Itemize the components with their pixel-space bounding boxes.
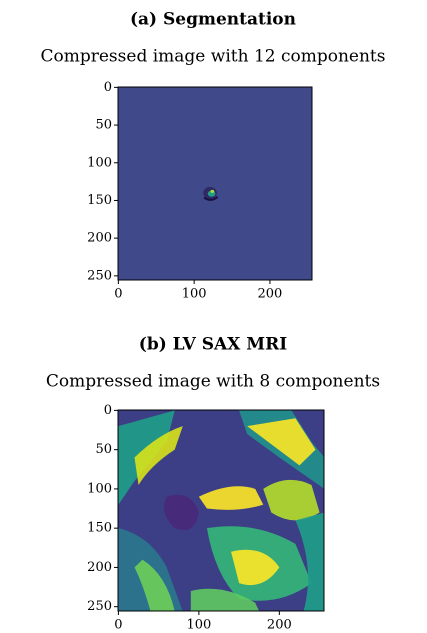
chart-panel: (b) LV SAX MRI Compressed image with 8 co…	[46, 335, 380, 633]
image-region	[134, 559, 175, 612]
image-region	[263, 479, 320, 521]
y-tick-label: 250	[87, 599, 112, 614]
x-tick-label: 0	[114, 287, 122, 302]
y-tick-label: 200	[87, 231, 112, 246]
axes-frame	[117, 409, 325, 612]
x-tick-label: 200	[258, 287, 283, 302]
x-tick-label: 200	[267, 618, 292, 630]
axes-frame	[117, 86, 313, 281]
image-region	[295, 512, 325, 612]
y-tick-label: 150	[87, 521, 112, 536]
y-tick-label: 0	[104, 80, 112, 95]
y-tick-label: 200	[87, 560, 112, 575]
y-tick-label: 150	[87, 193, 112, 208]
y-tick-label: 100	[87, 481, 112, 496]
chart-panel: (a) Segmentation Compressed image with 12…	[41, 10, 386, 302]
image-region	[231, 549, 280, 586]
image-region	[190, 588, 260, 612]
image-blob	[210, 189, 215, 193]
y-tick-label: 50	[95, 442, 112, 457]
y-tick-label: 100	[87, 155, 112, 170]
x-tick-label: 100	[186, 618, 211, 630]
chart-title: (a) Segmentation	[130, 10, 296, 30]
image-region	[247, 418, 316, 466]
image-region	[198, 486, 264, 510]
image-blob	[203, 195, 219, 201]
image-background	[118, 87, 312, 280]
y-tick-label: 50	[95, 118, 112, 133]
image-region	[164, 494, 199, 531]
y-tick-label: 0	[104, 403, 112, 418]
x-tick-label: 100	[182, 287, 207, 302]
image-region	[134, 426, 183, 485]
x-tick-label: 0	[114, 618, 122, 630]
chart-title: (b) LV SAX MRI	[139, 335, 287, 355]
y-tick-label: 250	[87, 268, 112, 283]
chart-subtitle: Compressed image with 8 components	[46, 372, 380, 392]
chart-subtitle: Compressed image with 12 components	[41, 47, 386, 67]
